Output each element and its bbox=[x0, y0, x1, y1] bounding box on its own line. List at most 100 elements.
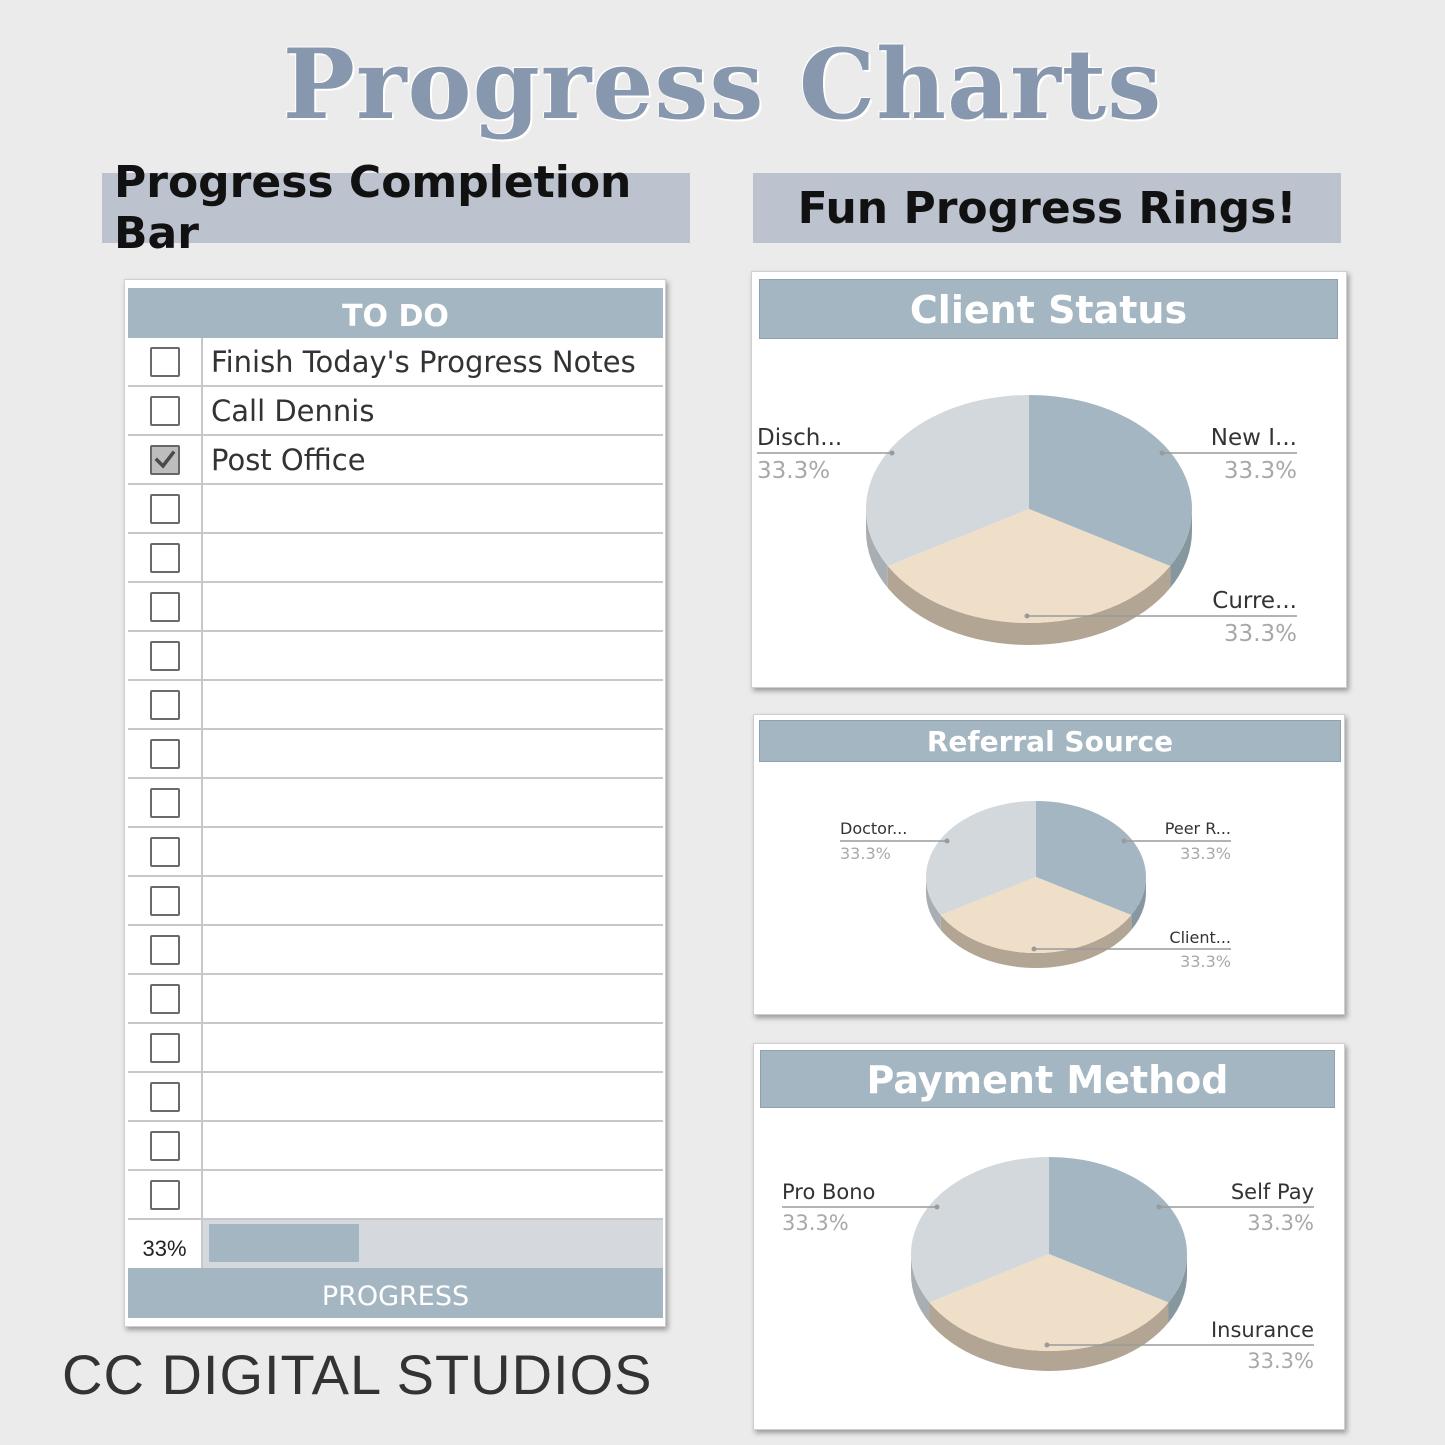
checkbox-cell bbox=[128, 1171, 203, 1218]
checkbox-cell bbox=[128, 828, 203, 875]
checkbox-cell bbox=[128, 436, 203, 483]
progress-bar-track bbox=[203, 1220, 663, 1268]
pie-slice[interactable] bbox=[926, 801, 1036, 915]
progress-footer: PROGRESS bbox=[128, 1268, 663, 1318]
pie-slice[interactable] bbox=[1049, 1157, 1187, 1303]
todo-row bbox=[128, 632, 663, 681]
pie-leader-dot bbox=[1044, 1342, 1050, 1348]
todo-row bbox=[128, 1171, 663, 1220]
pie-slice[interactable] bbox=[911, 1157, 1049, 1303]
todo-item-text[interactable] bbox=[203, 1073, 663, 1120]
todo-header: TO DO bbox=[128, 288, 663, 338]
checkbox-cell bbox=[128, 1073, 203, 1120]
checkbox[interactable] bbox=[149, 395, 180, 426]
checkbox-cell bbox=[128, 1024, 203, 1071]
todo-row: Call Dennis bbox=[128, 387, 663, 436]
todo-item-text[interactable] bbox=[203, 1122, 663, 1169]
pie-slice[interactable] bbox=[866, 395, 1029, 566]
todo-row bbox=[128, 1073, 663, 1122]
todo-item-text[interactable]: Call Dennis bbox=[211, 394, 375, 428]
todo-item-text[interactable] bbox=[203, 975, 663, 1022]
checkbox-cell bbox=[128, 681, 203, 728]
checkbox[interactable] bbox=[149, 934, 180, 965]
checkbox[interactable] bbox=[149, 493, 180, 524]
pie-leader-dot bbox=[1031, 946, 1037, 952]
todo-card: TO DO Finish Today's Progress Notes Call … bbox=[124, 279, 666, 1327]
checkbox[interactable] bbox=[149, 1032, 180, 1063]
todo-item-text[interactable] bbox=[203, 681, 663, 728]
todo-item-text[interactable] bbox=[203, 1171, 663, 1218]
todo-row bbox=[128, 730, 663, 779]
todo-item-text[interactable] bbox=[203, 779, 663, 826]
pie-leader-dot bbox=[1159, 450, 1165, 456]
todo-row bbox=[128, 485, 663, 534]
checkbox[interactable] bbox=[149, 885, 180, 916]
pie-slice[interactable] bbox=[929, 1254, 1169, 1351]
pie-slice-side bbox=[926, 877, 941, 930]
pie-value-label: 33.3% bbox=[757, 458, 830, 484]
checkbox[interactable] bbox=[149, 689, 180, 720]
todo-row bbox=[128, 583, 663, 632]
todo-item-text[interactable] bbox=[203, 730, 663, 777]
todo-item-text[interactable] bbox=[203, 828, 663, 875]
brand-name: CC DIGITAL STUDIOS bbox=[62, 1343, 653, 1406]
checkbox[interactable] bbox=[149, 542, 180, 573]
todo-row: Post Office bbox=[128, 436, 663, 485]
pie-value-label: 33.3% bbox=[1224, 621, 1297, 647]
pie-slice[interactable] bbox=[1029, 395, 1192, 566]
checkbox[interactable] bbox=[149, 836, 180, 867]
todo-item-text[interactable]: Finish Today's Progress Notes bbox=[211, 345, 636, 379]
pie-value-label: 33.3% bbox=[1224, 458, 1297, 484]
pie-value-label: 33.3% bbox=[1247, 1349, 1314, 1373]
todo-row: Finish Today's Progress Notes bbox=[128, 338, 663, 387]
payment-method-card: Payment Method Self Pay 33.3% Insurance 33.… bbox=[753, 1043, 1345, 1430]
progress-row: 33% bbox=[128, 1220, 663, 1268]
todo-item-text[interactable] bbox=[203, 583, 663, 630]
pie-slice-side bbox=[1170, 509, 1192, 588]
page-title: Progress Charts bbox=[282, 28, 1163, 141]
pie-value-label: 33.3% bbox=[840, 844, 891, 863]
pie-category-label: Self Pay bbox=[1231, 1180, 1314, 1204]
checkbox[interactable] bbox=[149, 983, 180, 1014]
checkmark-icon bbox=[154, 450, 175, 469]
todo-item-text[interactable]: Post Office bbox=[211, 443, 366, 477]
pie-slice[interactable] bbox=[887, 509, 1171, 623]
pie-slice-side bbox=[911, 1254, 930, 1323]
todo-item-text[interactable] bbox=[203, 632, 663, 679]
checkbox-checked[interactable] bbox=[149, 444, 180, 475]
pie-leader-dot bbox=[934, 1204, 940, 1210]
todo-item-text[interactable] bbox=[203, 485, 663, 532]
checkbox[interactable] bbox=[149, 640, 180, 671]
pie-value-label: 33.3% bbox=[782, 1211, 849, 1235]
checkbox-cell bbox=[128, 583, 203, 630]
referral-source-title: Referral Source bbox=[759, 720, 1341, 762]
todo-row bbox=[128, 779, 663, 828]
pie-category-label: Curre... bbox=[1212, 588, 1297, 614]
pie-value-label: 33.3% bbox=[1180, 952, 1231, 971]
todo-row bbox=[128, 828, 663, 877]
client-status-card: Client Status New I... 33.3% Curre... 33.3%… bbox=[751, 271, 1347, 688]
pie-slice[interactable] bbox=[940, 877, 1132, 953]
todo-item-text[interactable] bbox=[203, 926, 663, 973]
client-status-title: Client Status bbox=[759, 279, 1338, 339]
checkbox-cell bbox=[128, 779, 203, 826]
todo-item-text[interactable] bbox=[203, 534, 663, 581]
pie-category-label: Doctor... bbox=[840, 819, 907, 838]
checkbox-cell bbox=[128, 1122, 203, 1169]
checkbox[interactable] bbox=[149, 346, 180, 377]
checkbox[interactable] bbox=[149, 738, 180, 769]
checkbox[interactable] bbox=[149, 591, 180, 622]
pie-category-label: Disch... bbox=[757, 425, 842, 451]
checkbox[interactable] bbox=[149, 1130, 180, 1161]
pie-leader-dot bbox=[1156, 1204, 1162, 1210]
checkbox[interactable] bbox=[149, 1179, 180, 1210]
checkbox[interactable] bbox=[149, 787, 180, 818]
checkbox-cell bbox=[128, 387, 203, 434]
progress-bar-section-header: Progress Completion Bar bbox=[102, 157, 690, 259]
pie-slice[interactable] bbox=[1036, 801, 1146, 915]
todo-item-text[interactable] bbox=[203, 1024, 663, 1071]
todo-row bbox=[128, 1024, 663, 1073]
pie-category-label: New I... bbox=[1211, 425, 1297, 451]
todo-item-text[interactable] bbox=[203, 877, 663, 924]
checkbox[interactable] bbox=[149, 1081, 180, 1112]
